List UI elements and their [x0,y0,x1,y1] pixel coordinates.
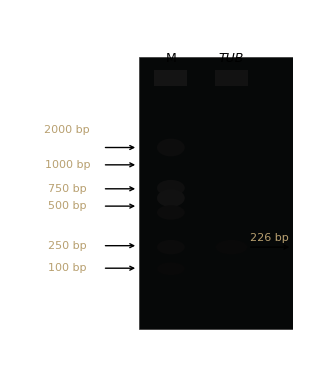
Text: M: M [166,52,176,65]
Ellipse shape [158,243,184,252]
Ellipse shape [158,183,184,193]
Ellipse shape [224,245,240,249]
Text: 750 bp: 750 bp [48,184,87,194]
Ellipse shape [157,240,185,254]
Ellipse shape [215,240,247,254]
Text: TUB: TUB [219,52,244,65]
Ellipse shape [167,146,175,149]
Ellipse shape [164,267,178,270]
Ellipse shape [161,244,181,250]
Bar [139,57,293,329]
Ellipse shape [167,268,175,270]
Ellipse shape [158,192,184,204]
Ellipse shape [167,187,175,189]
Ellipse shape [157,180,185,196]
Text: 500 bp: 500 bp [48,201,86,211]
Text: 250 bp: 250 bp [48,241,87,250]
Ellipse shape [161,185,181,191]
Ellipse shape [158,265,184,273]
Ellipse shape [220,244,243,250]
Text: 226 bp: 226 bp [250,233,289,243]
Ellipse shape [158,208,184,217]
Text: 1000 bp: 1000 bp [45,160,90,170]
Ellipse shape [158,142,184,153]
Ellipse shape [164,196,178,200]
Ellipse shape [167,246,175,248]
Ellipse shape [217,243,246,252]
Ellipse shape [161,210,181,215]
Bar [155,70,187,86]
Ellipse shape [157,189,185,207]
Ellipse shape [164,145,178,150]
Ellipse shape [161,266,181,272]
Text: 2000 bp: 2000 bp [44,125,90,135]
Ellipse shape [227,246,236,248]
Text: 100 bp: 100 bp [48,263,86,273]
Ellipse shape [164,186,178,190]
Ellipse shape [157,139,185,156]
Ellipse shape [164,211,178,214]
Ellipse shape [161,144,181,151]
Ellipse shape [167,211,175,213]
Ellipse shape [167,197,175,199]
Ellipse shape [161,195,181,201]
Ellipse shape [164,245,178,249]
Ellipse shape [157,205,185,220]
Bar [215,70,248,86]
Ellipse shape [157,262,185,275]
